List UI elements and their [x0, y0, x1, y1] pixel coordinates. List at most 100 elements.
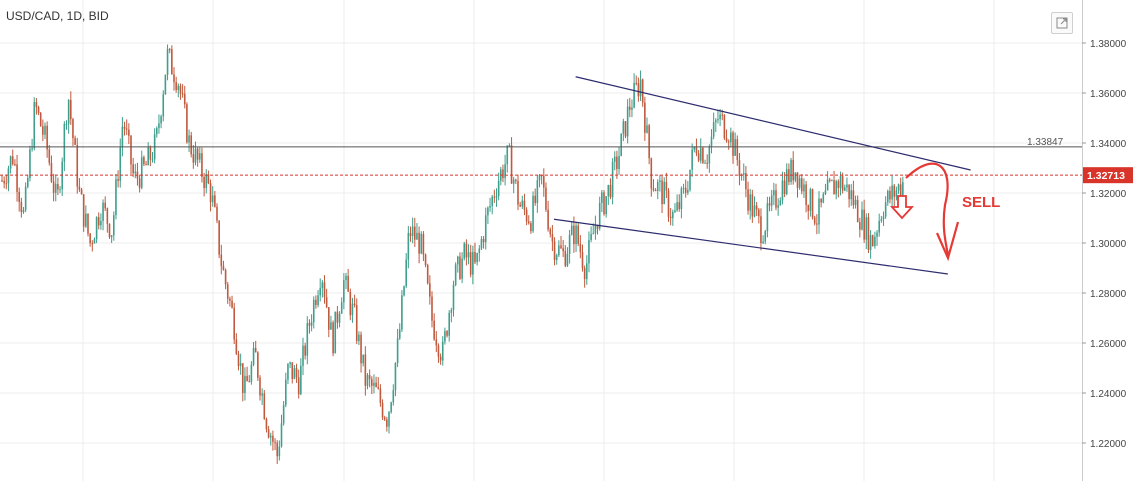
candle-body [461, 258, 463, 279]
candle-body [156, 128, 158, 135]
candle-body [706, 162, 708, 164]
candle-body [609, 184, 612, 198]
candle-body [175, 82, 177, 90]
sell-annotation: SELL [889, 162, 1000, 262]
candle-body [667, 190, 670, 217]
candle-body [663, 181, 665, 205]
candle-body [899, 184, 902, 196]
candle-body [650, 158, 653, 189]
candle-body [183, 93, 186, 105]
candle-body [553, 241, 556, 260]
expand-icon [1056, 17, 1068, 29]
candle-body [820, 198, 822, 203]
candle-body [192, 154, 195, 163]
sell-arrow-head [935, 221, 960, 262]
candle-body [22, 209, 25, 213]
candle-body [371, 379, 373, 386]
candle-body [315, 299, 317, 306]
candle-body [276, 442, 278, 457]
candle-body [749, 194, 751, 211]
candle-body [300, 365, 302, 395]
candle-body [844, 187, 846, 191]
candle-body [742, 173, 745, 175]
candle-body [691, 149, 693, 170]
candle-body [143, 157, 145, 165]
candle-body [274, 441, 276, 443]
channel-upper-line[interactable] [575, 76, 971, 171]
candle-body [325, 297, 328, 308]
candle-body [629, 106, 631, 110]
candle-body [734, 139, 736, 156]
candle-body [379, 388, 382, 403]
candle-body [792, 159, 794, 181]
candle-body [669, 216, 672, 219]
candle-body [648, 125, 650, 159]
candle-body [398, 329, 401, 339]
candle-body [439, 356, 442, 361]
candle-body [336, 311, 339, 323]
candle-body [11, 156, 14, 165]
candle-body [665, 181, 668, 191]
candle-body [364, 354, 367, 386]
candle-body [252, 347, 255, 365]
expand-button[interactable] [1051, 12, 1073, 34]
candle-body [222, 266, 225, 271]
candle-body [248, 381, 251, 383]
candle-body [18, 191, 20, 202]
candle-body [188, 135, 190, 143]
candle-body [850, 190, 853, 200]
candle-body [755, 205, 758, 210]
candle-body [282, 405, 285, 424]
candle-body [85, 213, 87, 227]
candle-body [579, 243, 582, 253]
candle-body [637, 83, 640, 97]
candle-body [558, 245, 560, 256]
candle-body [201, 153, 203, 177]
candle-body [177, 85, 180, 90]
candle-body [108, 223, 111, 238]
candle-body [355, 305, 358, 342]
candle-body [712, 122, 715, 137]
candle-body [39, 112, 42, 127]
candle-body [521, 200, 524, 207]
candle-body [732, 132, 734, 156]
candle-body [224, 270, 227, 285]
candle-body [570, 225, 573, 235]
candle-body [37, 107, 40, 113]
channel-lower-line[interactable] [553, 218, 948, 275]
candle-body [598, 202, 601, 229]
candle-body [661, 180, 663, 205]
candle-body [145, 164, 147, 166]
candle-body [104, 202, 106, 209]
candle-body [272, 435, 274, 442]
candle-body [7, 168, 10, 184]
candle-body [719, 114, 721, 120]
candle-body [220, 254, 223, 267]
candle-body [562, 248, 564, 252]
candle-body [63, 123, 66, 162]
candle-body [285, 379, 287, 406]
candle-body [132, 164, 134, 174]
candle-body [381, 402, 384, 418]
chart-title: USD/CAD, 1D, BID [6, 9, 109, 23]
candle-body [835, 181, 837, 195]
candle-body [616, 156, 618, 170]
candle-body [67, 100, 70, 124]
candle-body [368, 375, 371, 380]
candle-body [560, 245, 562, 249]
candle-body [59, 189, 61, 191]
candle-body [437, 345, 440, 357]
candle-body [106, 208, 109, 224]
candle-body [869, 235, 872, 250]
candle-body [390, 402, 392, 413]
candle-body [29, 149, 31, 179]
candle-body [519, 204, 521, 207]
sell-label: SELL [962, 194, 1000, 211]
candle-body [478, 248, 481, 253]
candle-body [710, 136, 713, 147]
candle-body [257, 352, 259, 378]
candle-body [233, 307, 235, 340]
candle-body [751, 194, 754, 217]
candle-body [308, 323, 311, 326]
